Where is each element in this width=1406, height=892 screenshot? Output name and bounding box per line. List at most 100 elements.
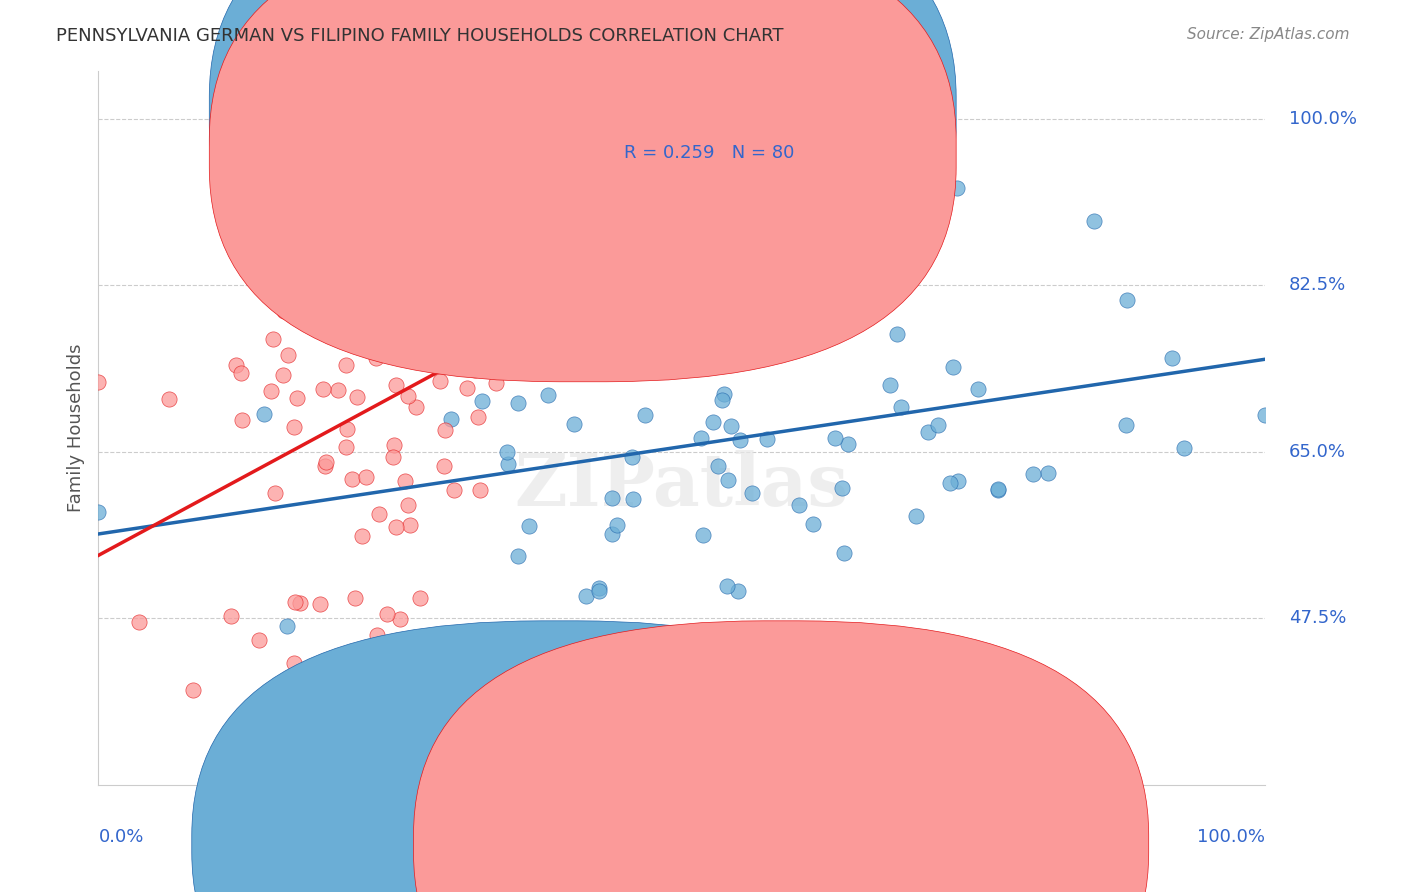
Pennsylvania Germans <box>716 579 738 593</box>
Filipinos <box>427 283 450 297</box>
Text: ZIPatlas: ZIPatlas <box>515 450 849 521</box>
Pennsylvania Germans <box>831 481 853 495</box>
Pennsylvania Germans <box>253 407 276 421</box>
Pennsylvania Germans <box>588 581 610 595</box>
Pennsylvania Germans <box>517 518 540 533</box>
Filipinos <box>314 459 336 474</box>
Filipinos <box>433 424 456 438</box>
Filipinos <box>87 375 110 389</box>
Pennsylvania Germans <box>380 336 402 351</box>
Filipinos <box>283 656 305 670</box>
Text: 100.0%: 100.0% <box>1289 110 1357 128</box>
Filipinos <box>273 303 295 318</box>
Filipinos <box>308 597 330 611</box>
Y-axis label: Family Households: Family Households <box>66 344 84 512</box>
Filipinos <box>231 366 253 380</box>
Pennsylvania Germans <box>606 517 628 532</box>
Filipinos <box>395 294 418 309</box>
Pennsylvania Germans <box>713 272 735 286</box>
Filipinos <box>382 450 405 464</box>
Pennsylvania Germans <box>727 584 749 599</box>
Filipinos <box>382 438 405 452</box>
Filipinos <box>247 632 270 647</box>
Pennsylvania Germans <box>499 648 522 663</box>
FancyBboxPatch shape <box>209 0 956 382</box>
Filipinos <box>326 383 349 397</box>
Filipinos <box>271 368 294 383</box>
Pennsylvania Germans <box>692 528 714 542</box>
Pennsylvania Germans <box>801 516 824 531</box>
Filipinos <box>464 363 486 377</box>
Pennsylvania Germans <box>276 619 298 633</box>
Pennsylvania Germans <box>890 400 912 414</box>
Pennsylvania Germans <box>832 546 855 560</box>
Filipinos <box>429 374 451 388</box>
Filipinos <box>443 483 465 497</box>
Pennsylvania Germans <box>508 395 530 409</box>
Pennsylvania Germans <box>602 491 624 505</box>
Filipinos <box>394 474 416 488</box>
FancyBboxPatch shape <box>413 621 1149 892</box>
Filipinos <box>449 346 471 360</box>
Filipinos <box>389 294 412 309</box>
Filipinos <box>467 409 489 424</box>
Filipinos <box>402 222 425 236</box>
Text: 65.0%: 65.0% <box>1289 443 1346 461</box>
Filipinos <box>486 293 509 308</box>
Pennsylvania Germans <box>720 418 742 433</box>
Pennsylvania Germans <box>927 418 949 433</box>
Pennsylvania Germans <box>711 392 734 407</box>
Filipinos <box>375 607 398 622</box>
Text: PENNSYLVANIA GERMAN VS FILIPINO FAMILY HOUSEHOLDS CORRELATION CHART: PENNSYLVANIA GERMAN VS FILIPINO FAMILY H… <box>56 27 783 45</box>
Pennsylvania Germans <box>837 437 859 451</box>
Pennsylvania Germans <box>498 457 520 471</box>
Filipinos <box>346 390 368 404</box>
Filipinos <box>315 455 337 469</box>
Pennsylvania Germans <box>575 589 598 603</box>
Pennsylvania Germans <box>939 476 962 491</box>
Pennsylvania Germans <box>1083 213 1105 227</box>
Pennsylvania Germans <box>498 252 520 266</box>
Pennsylvania Germans <box>681 337 703 351</box>
Pennsylvania Germans <box>564 417 586 431</box>
Filipinos <box>288 596 311 610</box>
Text: 82.5%: 82.5% <box>1289 277 1346 294</box>
Filipinos <box>366 628 388 642</box>
Pennsylvania Germans <box>702 415 724 429</box>
Pennsylvania Germans <box>967 382 990 396</box>
Pennsylvania Germans <box>787 498 810 512</box>
Filipinos <box>363 333 385 347</box>
Text: R = 0.318   N = 79: R = 0.318 N = 79 <box>624 102 794 120</box>
Filipinos <box>219 609 242 624</box>
Pennsylvania Germans <box>1036 466 1059 480</box>
Pennsylvania Germans <box>905 509 928 524</box>
Pennsylvania Germans <box>1161 351 1184 365</box>
Pennsylvania Germans <box>716 474 738 488</box>
Filipinos <box>409 591 432 606</box>
Pennsylvania Germans <box>600 526 623 541</box>
Filipinos <box>468 483 491 497</box>
Pennsylvania Germans <box>987 483 1010 497</box>
Filipinos <box>399 517 422 532</box>
Pennsylvania Germans <box>621 491 644 506</box>
Filipinos <box>283 419 305 434</box>
Pennsylvania Germans <box>730 293 752 307</box>
Filipinos <box>409 244 432 258</box>
Text: 0.0%: 0.0% <box>98 828 143 846</box>
Text: 47.5%: 47.5% <box>1289 609 1346 627</box>
Filipinos <box>368 508 391 522</box>
Filipinos <box>396 389 419 403</box>
Pennsylvania Germans <box>87 506 110 520</box>
Filipinos <box>225 358 247 372</box>
FancyBboxPatch shape <box>191 621 927 892</box>
Pennsylvania Germans <box>621 450 644 464</box>
Filipinos <box>354 470 377 484</box>
Filipinos <box>284 595 307 609</box>
Filipinos <box>335 440 357 454</box>
FancyBboxPatch shape <box>209 0 956 339</box>
Filipinos <box>485 267 508 281</box>
Filipinos <box>433 458 456 473</box>
Filipinos <box>128 615 150 629</box>
Filipinos <box>260 384 283 398</box>
Filipinos <box>364 351 387 365</box>
